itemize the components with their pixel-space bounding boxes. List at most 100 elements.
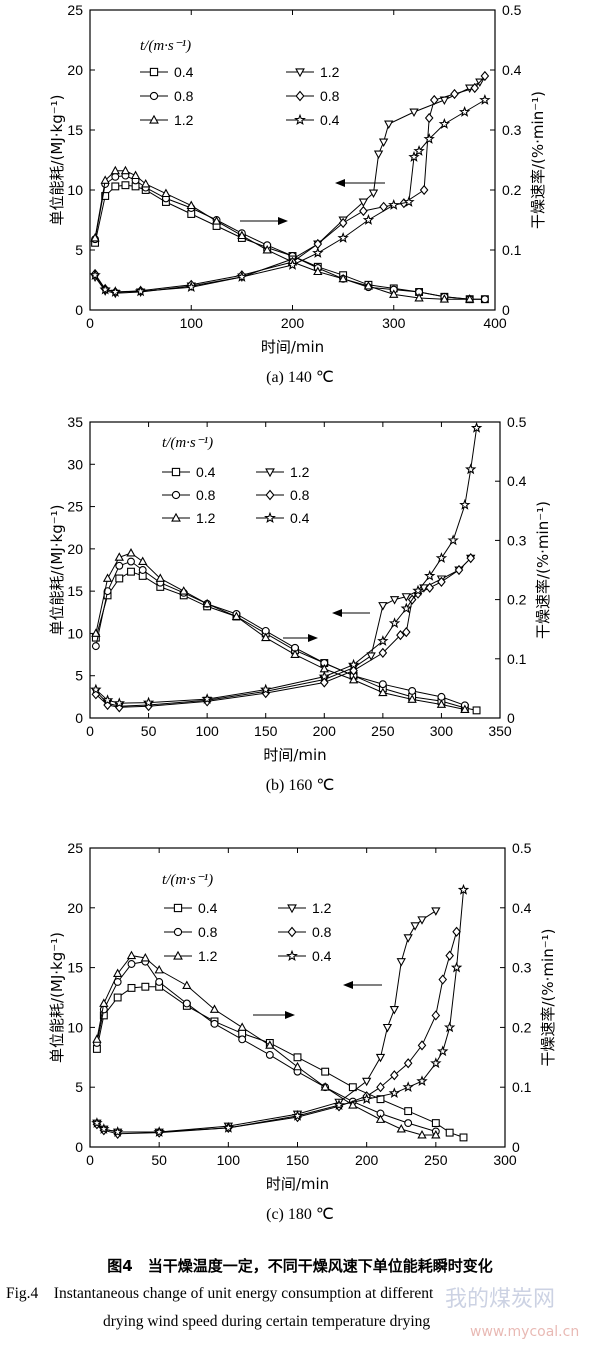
y-right-tick-label: 0.4: [502, 62, 522, 78]
legend-marker-star: [264, 511, 276, 524]
data-point-triangle-up: [313, 266, 323, 276]
data-point-star: [185, 281, 197, 293]
legend-item: 1.2: [162, 510, 216, 526]
data-point-star: [347, 658, 360, 670]
data-point-square: [115, 574, 124, 583]
series-line: [95, 557, 472, 708]
data-point-star: [438, 118, 451, 129]
data-point-star: [153, 1126, 165, 1137]
data-point-circle: [91, 642, 100, 651]
y-left-tick-label: 25: [67, 2, 83, 18]
watermark: 我的煤炭网 www.mycoal.cn: [445, 1287, 579, 1340]
legend-item: 1.2: [286, 64, 340, 80]
x-tick-label: 50: [151, 1152, 167, 1168]
data-point-star: [360, 1093, 373, 1104]
data-point-diamond: [431, 1010, 441, 1021]
data-point-triangle-up: [114, 552, 124, 561]
y-left-axis-label: 单位能耗/(MJ·kg⁻¹): [48, 94, 66, 225]
data-point-star: [90, 683, 102, 695]
legend-item: 1.2: [256, 464, 310, 480]
data-point-triangle-up: [290, 649, 300, 659]
data-point-triangle-up: [92, 1034, 102, 1043]
data-point-diamond: [417, 1040, 427, 1051]
x-axis-label: 时间/min: [266, 1175, 329, 1193]
data-point-triangle-up: [211, 216, 222, 225]
data-point-star: [412, 584, 424, 596]
data-point-circle: [265, 1050, 274, 1059]
legend-label: 0.8: [312, 924, 332, 940]
y-left-tick-label: 35: [67, 414, 83, 430]
y-right-tick-label: 0.1: [507, 651, 527, 667]
legend-title: t/(m·s⁻¹): [140, 38, 191, 54]
data-point-star: [447, 534, 459, 546]
y-right-tick-label: 0: [512, 1139, 520, 1155]
y-right-axis-label: 干燥速率/(%·min⁻¹): [534, 501, 552, 639]
data-point-star: [286, 259, 299, 270]
data-point-triangle-up: [439, 294, 450, 303]
arrow-left-axis-indicator: [343, 981, 382, 989]
data-point-square: [293, 1053, 302, 1062]
legend-marker-triangle-down: [295, 68, 305, 78]
data-point-circle: [115, 561, 124, 570]
legend-marker-circle: [173, 927, 183, 937]
data-point-triangle-up: [375, 1114, 386, 1123]
y-right-tick-label: 0.1: [512, 1079, 532, 1095]
series-star-0-4: [89, 94, 491, 297]
data-point-triangle-down: [378, 138, 389, 148]
data-point-star: [318, 670, 330, 682]
data-point-triangle-up: [126, 548, 136, 557]
y-left-tick-label: 25: [67, 499, 83, 515]
arrow-head: [332, 609, 342, 617]
data-point-square: [321, 1067, 330, 1076]
data-point-triangle-up: [202, 598, 212, 608]
legend-label: 0.8: [198, 924, 218, 940]
y-left-tick-label: 0: [75, 1139, 83, 1155]
data-point-circle: [378, 680, 387, 689]
data-point-triangle-up: [90, 232, 100, 242]
data-point-triangle-up: [389, 289, 399, 298]
series-triangle-up-1-2: [92, 950, 441, 1139]
y-left-tick-label: 20: [67, 541, 83, 557]
data-point-triangle-down: [389, 1006, 400, 1015]
data-point-star: [450, 961, 463, 973]
data-point-triangle-down: [401, 593, 411, 602]
legend-label: 1.2: [174, 112, 194, 128]
data-point-triangle-up: [179, 586, 189, 595]
y-left-tick-label: 5: [75, 242, 83, 258]
legend-label: 0.8: [174, 88, 194, 104]
data-point-square: [121, 181, 130, 190]
data-point-triangle-up: [414, 292, 424, 302]
legend-item: 0.4: [140, 64, 194, 80]
arrow-right-axis-indicator: [240, 217, 288, 225]
panel-subtitle: (b) 160 ℃: [266, 777, 335, 794]
x-tick-label: 100: [195, 723, 219, 739]
legend-item: 0.8: [278, 924, 332, 940]
legend-item: 1.2: [164, 948, 218, 964]
data-point-diamond: [319, 677, 329, 688]
y-right-tick-label: 0.5: [502, 2, 522, 18]
series-line: [96, 910, 437, 1133]
data-point-triangle-up: [102, 573, 113, 582]
data-point-triangle-down: [373, 150, 384, 160]
legend-marker-star: [294, 113, 306, 126]
chart-panel-b: 0 50 100 150 200 250 300 3500510152025303500.10…: [48, 414, 552, 794]
data-point-diamond: [359, 205, 368, 217]
data-point-triangle-down: [409, 108, 419, 118]
data-point-star: [312, 247, 324, 258]
data-point-star: [479, 94, 491, 105]
data-point-triangle-up: [100, 175, 110, 184]
plot-frame: [89, 421, 501, 719]
data-point-diamond: [349, 665, 358, 676]
series-triangle-down-1-2: [91, 554, 476, 712]
y-left-tick-label: 10: [67, 625, 83, 641]
data-point-triangle-up: [112, 968, 123, 978]
legend-item: 0.8: [140, 88, 194, 104]
data-point-star: [416, 1075, 428, 1087]
caption-en-line2: drying wind speed during certain tempera…: [103, 1313, 430, 1330]
data-point-star: [222, 1121, 235, 1133]
data-point-triangle-up: [141, 178, 151, 188]
y-right-tick-label: 0.2: [512, 1019, 532, 1035]
data-point-triangle-up: [431, 1129, 441, 1139]
data-point-triangle-down: [366, 652, 376, 661]
